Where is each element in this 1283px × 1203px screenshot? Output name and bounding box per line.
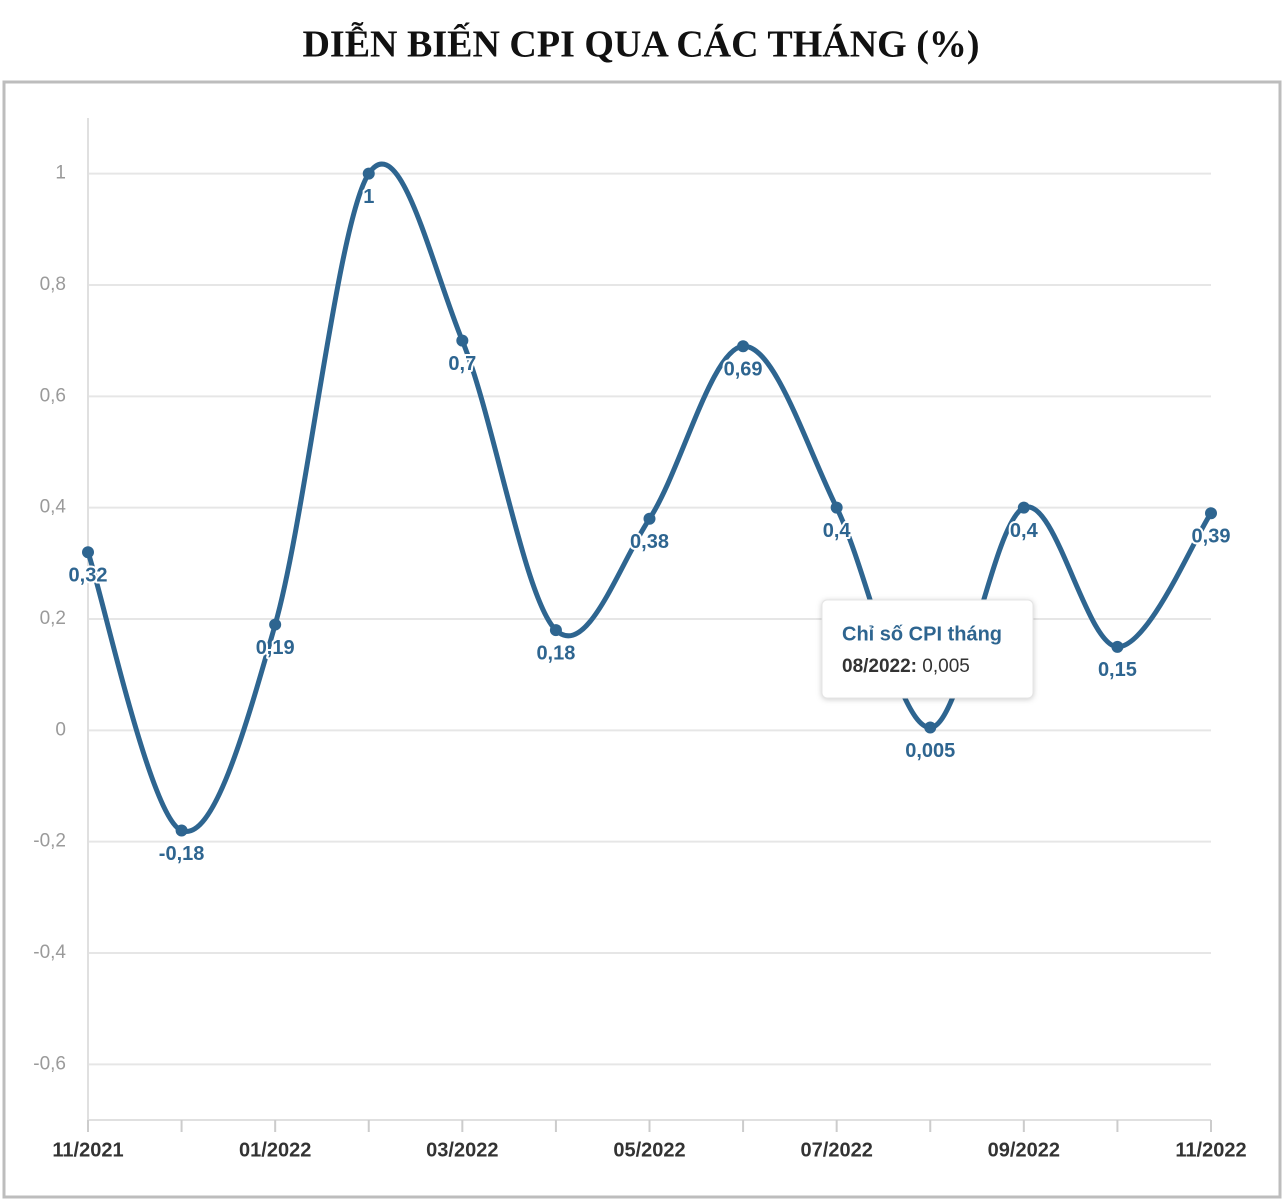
- value-label: 0,32: [69, 564, 108, 586]
- y-tick-label: 0,6: [40, 385, 66, 406]
- x-tick-label: 01/2022: [239, 1139, 311, 1161]
- value-label: 0,4: [1010, 520, 1039, 542]
- value-label: -0,18: [159, 843, 205, 865]
- x-tick-label: 11/2022: [1175, 1139, 1246, 1161]
- value-label: 1: [363, 186, 374, 208]
- point: [924, 721, 937, 734]
- y-tick-label: 0,2: [40, 608, 66, 629]
- point: [643, 512, 656, 525]
- point: [269, 618, 282, 631]
- point: [175, 824, 188, 837]
- value-label: 0,4: [823, 520, 852, 542]
- value-label: 0,19: [256, 637, 295, 659]
- point: [1111, 640, 1124, 653]
- y-tick-label: 0: [55, 719, 66, 740]
- value-label: 0,38: [630, 531, 669, 553]
- tooltip-box: [821, 599, 1034, 699]
- value-label: 0,005: [905, 740, 955, 762]
- y-tick-label: -0,2: [33, 831, 66, 852]
- x-tick-label: 03/2022: [426, 1139, 498, 1161]
- point: [1017, 501, 1030, 514]
- tooltip: Chỉ số CPI tháng 08/2022: 0,005: [821, 599, 1034, 699]
- chart-title: DIỄN BIẾN CPI QUA CÁC THÁNG (%): [302, 22, 979, 66]
- x-tick-label: 07/2022: [801, 1139, 873, 1161]
- x-tick-label: 09/2022: [988, 1139, 1060, 1161]
- point: [830, 501, 843, 514]
- value-label: 0,69: [724, 359, 763, 381]
- tooltip-label: 08/2022:: [842, 656, 917, 677]
- value-label: 0,18: [536, 642, 575, 664]
- value-label: 0,39: [1192, 526, 1231, 548]
- value-label: 0,15: [1098, 659, 1137, 681]
- value-label: 0,7: [448, 353, 476, 375]
- frame: [2, 80, 1282, 1199]
- point: [362, 167, 375, 180]
- point: [1205, 507, 1217, 520]
- tooltip-value: 0,005: [922, 656, 970, 677]
- y-tick-label: -0,4: [33, 942, 66, 963]
- y-tick-label: 0,4: [40, 497, 67, 518]
- point: [737, 340, 750, 353]
- point: [549, 624, 562, 637]
- y-tick-label: -0,6: [33, 1053, 66, 1074]
- y-tick-label: 0,8: [40, 274, 66, 295]
- line: [85, 161, 1214, 834]
- point: [82, 546, 94, 559]
- x-tick-label: 05/2022: [613, 1139, 685, 1161]
- tooltip-title: Chỉ số CPI tháng: [842, 623, 1002, 645]
- point: [456, 334, 469, 347]
- x-tick-label: 11/2021: [52, 1139, 123, 1161]
- y-tick-label: 1: [55, 163, 66, 184]
- tooltip-text: 08/2022: 0,005: [842, 656, 970, 677]
